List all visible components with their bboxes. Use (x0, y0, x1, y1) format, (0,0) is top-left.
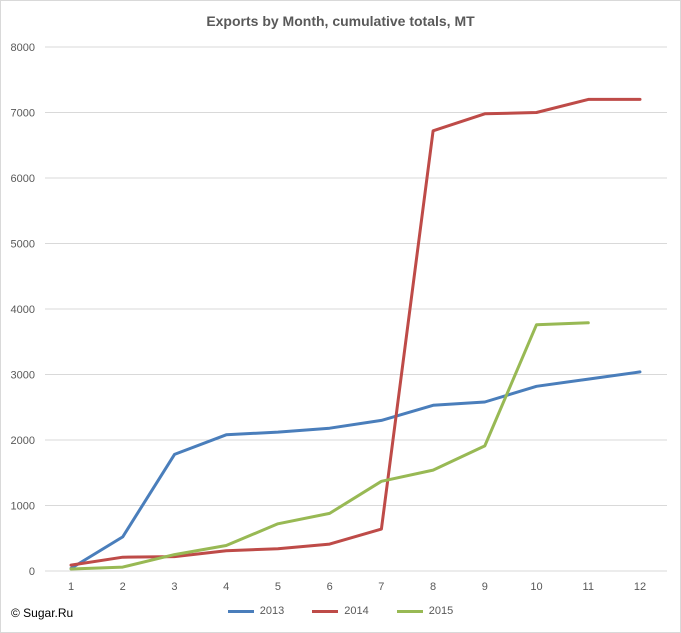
legend-label: 2014 (344, 605, 369, 617)
legend-item-2015: 2015 (396, 605, 454, 617)
x-tick-label: 4 (223, 581, 229, 593)
y-tick-label: 4000 (11, 304, 35, 316)
y-tick-label: 3000 (11, 370, 35, 382)
legend-swatch (227, 609, 254, 613)
y-tick-label: 7000 (11, 108, 35, 120)
credit-text: © Sugar.Ru (11, 606, 74, 620)
y-tick-label: 8000 (11, 42, 35, 54)
x-tick-label: 8 (430, 581, 436, 593)
legend-label: 2013 (259, 605, 285, 617)
y-tick-label: 5000 (11, 239, 35, 251)
x-tick-label: 1 (68, 581, 74, 593)
series-line-2013 (69, 370, 642, 570)
series-line-2014 (69, 97, 642, 567)
legend-swatch (396, 609, 423, 613)
y-tick-label: 1000 (11, 501, 35, 513)
y-tick-label: 6000 (11, 173, 35, 185)
x-tick-label: 6 (327, 581, 333, 593)
x-tick-label: 5 (275, 581, 281, 593)
series-line-2015 (69, 321, 590, 571)
x-tick-label: 3 (171, 581, 177, 593)
legend-swatch (312, 609, 339, 613)
x-tick-label: 12 (634, 581, 646, 593)
y-tick-label: 2000 (11, 435, 35, 447)
legend-item-2014: 2014 (312, 605, 369, 617)
x-tick-label: 10 (530, 581, 542, 593)
x-tick-label: 11 (583, 581, 594, 593)
y-tick-label: 0 (29, 566, 35, 578)
x-tick-label: 2 (120, 581, 126, 593)
legend: 2013 2014 2015 (1, 605, 680, 617)
x-tick-label: 7 (378, 581, 384, 593)
legend-label: 2015 (428, 605, 454, 617)
x-tick-label: 9 (482, 581, 488, 593)
chart-title: Exports by Month, cumulative totals, MT (206, 13, 475, 29)
legend-item-2013: 2013 (227, 605, 285, 617)
